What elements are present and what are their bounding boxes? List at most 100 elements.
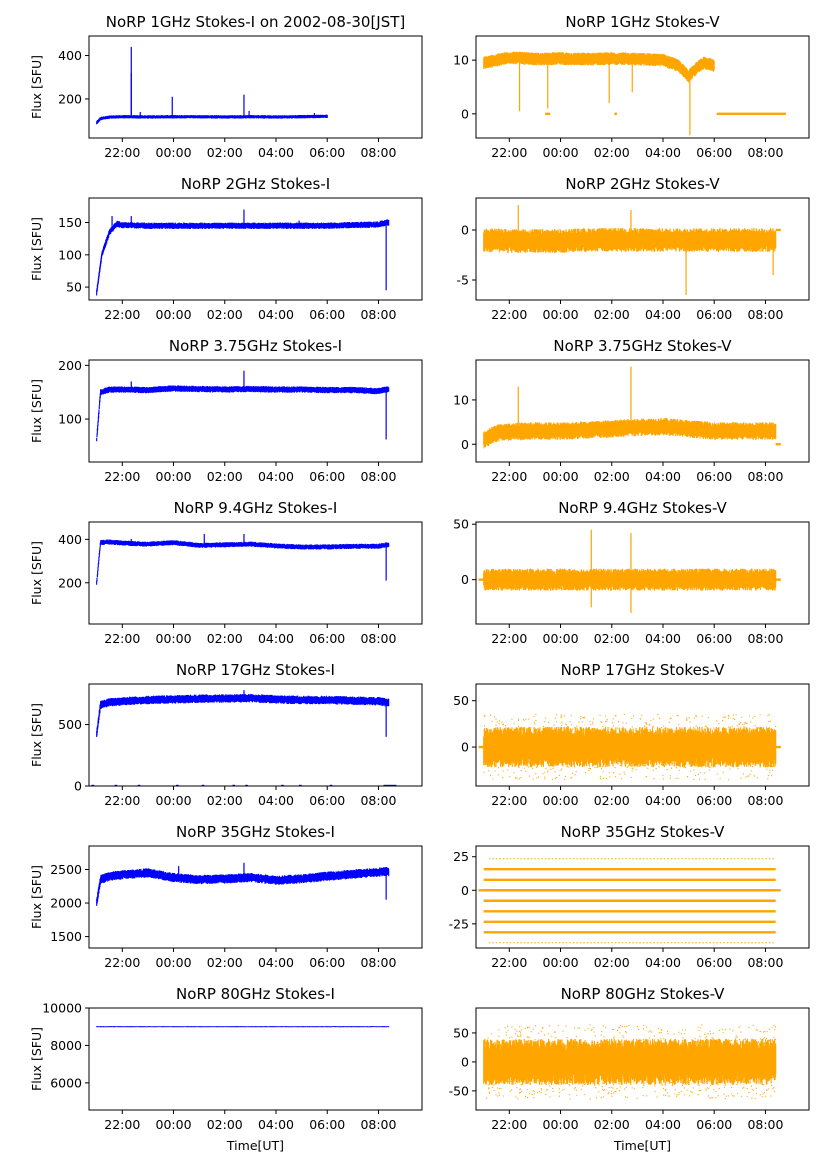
scatter-point: [733, 1063, 735, 1065]
scatter-point: [532, 778, 534, 780]
scatter-point: [594, 1074, 596, 1076]
scatter-point: [636, 1097, 638, 1099]
scatter-point: [769, 742, 772, 744]
scatter-point: [589, 1098, 591, 1100]
scatter-point: [609, 752, 611, 755]
scatter-point: [566, 751, 569, 753]
x-tick-label: 04:00: [258, 793, 294, 808]
scatter-point: [690, 745, 692, 747]
scatter-point: [703, 1083, 705, 1085]
x-tick-label: 08:00: [747, 469, 783, 484]
scatter-point: [656, 1044, 658, 1047]
scatter-point: [533, 748, 535, 750]
scatter-point: [765, 735, 768, 737]
scatter-point: [669, 777, 671, 779]
scatter-point: [739, 723, 741, 725]
scatter-point: [672, 1069, 674, 1071]
scatter-point: [485, 759, 488, 761]
scatter-point: [664, 1050, 667, 1052]
scatter-point: [732, 1030, 734, 1032]
scatter-point: [537, 776, 540, 778]
scatter-point: [487, 1084, 489, 1086]
scatter-point: [772, 731, 774, 734]
scatter-point: [533, 1041, 535, 1043]
scatter-point: [507, 1072, 509, 1074]
x-tick-label: 02:00: [594, 793, 630, 808]
scatter-point: [676, 1077, 678, 1079]
x-tick-label: 02:00: [594, 631, 630, 646]
scatter-point: [724, 1081, 726, 1083]
scatter-point: [742, 1087, 744, 1089]
scatter-point: [623, 1036, 625, 1039]
scatter-point: [628, 1078, 631, 1081]
scatter-point: [622, 760, 624, 762]
scatter-point: [771, 769, 774, 771]
scatter-point: [647, 1071, 649, 1073]
scatter-point: [638, 1056, 640, 1058]
scatter-point: [683, 766, 685, 769]
scatter-point: [633, 1087, 636, 1089]
scatter-point: [764, 1036, 766, 1039]
scatter-point: [710, 758, 712, 760]
scatter-point: [640, 729, 642, 731]
scatter-point: [611, 760, 613, 763]
y-tick-label: 2500: [50, 862, 82, 877]
scatter-point: [540, 1065, 542, 1068]
x-tick-label: 06:00: [696, 145, 732, 160]
scatter-point: [716, 1056, 718, 1058]
scatter-point: [566, 1046, 568, 1049]
scatter-point: [538, 1051, 540, 1053]
scatter-point: [497, 1087, 499, 1089]
scatter-point: [693, 759, 695, 761]
x-tick-label: 00:00: [156, 145, 192, 160]
scatter-point: [609, 1067, 612, 1069]
series-group: [96, 209, 390, 296]
scatter-point: [518, 1092, 521, 1094]
scatter-point: [709, 1030, 711, 1032]
scatter-point: [693, 778, 695, 781]
scatter-point: [603, 777, 605, 780]
scatter-point: [728, 779, 730, 781]
scatter-point: [515, 1068, 517, 1070]
scatter-point: [544, 771, 546, 773]
scatter-point: [642, 1095, 644, 1097]
scatter-point: [606, 1045, 609, 1047]
scatter-point: [526, 1027, 528, 1029]
scatter-point: [681, 739, 683, 741]
scatter-point: [769, 1051, 771, 1053]
scatter-point: [714, 1052, 716, 1054]
scatter-point: [623, 739, 625, 741]
scatter-point: [774, 1029, 776, 1031]
scatter-point: [542, 773, 544, 775]
scatter-point: [524, 1096, 527, 1098]
scatter-point: [581, 1045, 584, 1047]
scatter-point: [695, 1067, 698, 1069]
x-tick-label: 00:00: [543, 1117, 579, 1132]
scatter-point: [637, 757, 639, 759]
scatter-point: [719, 749, 722, 751]
scatter-point: [506, 1025, 509, 1027]
scatter-point: [656, 1054, 658, 1057]
series-group: [483, 1024, 777, 1100]
scatter-point: [605, 720, 607, 723]
scatter-point: [594, 1049, 596, 1051]
scatter-point: [532, 1028, 534, 1030]
scatter-point: [624, 1026, 626, 1028]
scatter-point: [639, 759, 642, 761]
scatter-point: [751, 1075, 753, 1078]
y-tick-label: 0: [461, 437, 469, 452]
scatter-point: [574, 1064, 576, 1066]
scatter-point: [633, 748, 636, 750]
scatter-point: [561, 734, 563, 736]
scatter-point: [625, 1086, 627, 1088]
scatter-point: [722, 1032, 724, 1034]
scatter-point: [746, 1080, 748, 1083]
scatter-point: [520, 1073, 523, 1076]
scatter-point: [558, 1095, 561, 1097]
scatter-point: [501, 721, 503, 723]
scatter-point: [621, 751, 623, 753]
scatter-point: [499, 745, 501, 747]
scatter-point: [732, 714, 734, 716]
scatter-point: [743, 1041, 745, 1044]
